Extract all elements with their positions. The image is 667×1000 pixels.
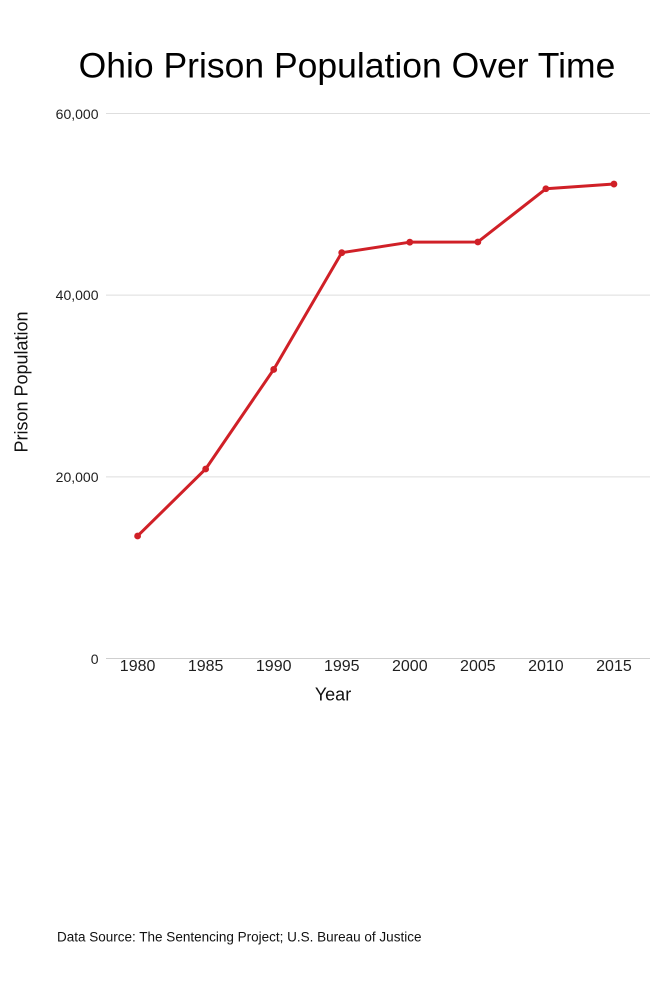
data-point	[134, 532, 142, 540]
y-tick-label: 40,000	[55, 287, 99, 304]
x-tick-label: 2005	[460, 657, 496, 675]
x-tick-label: 1985	[187, 657, 224, 675]
data-point	[202, 465, 210, 473]
x-tick-label: 1990	[255, 657, 292, 675]
data-point	[406, 238, 414, 246]
series-line	[136, 182, 615, 538]
x-tick-label: 2000	[392, 657, 428, 675]
x-tick-label: 1980	[119, 657, 156, 675]
data-point	[338, 249, 346, 257]
x-axis-title: Year	[314, 684, 352, 705]
y-tick-label: 60,000	[55, 105, 99, 122]
x-tick-label: 1995	[323, 657, 360, 675]
y-tick-label: 0	[90, 650, 99, 667]
data-point	[542, 185, 550, 193]
x-tick-label: 2015	[596, 657, 632, 675]
gridlines	[106, 113, 650, 659]
data-source-note: Data Source: The Sentencing Project; U.S…	[57, 929, 422, 945]
data-point	[474, 238, 482, 246]
x-tick-label: 2010	[528, 657, 564, 675]
data-series	[134, 180, 618, 540]
y-axis-title: Prison Population	[11, 311, 32, 453]
y-tick-label: 20,000	[55, 468, 99, 485]
data-point	[270, 366, 278, 373]
chart-title: Ohio Prison Population Over Time	[78, 45, 616, 86]
data-point	[610, 180, 618, 188]
